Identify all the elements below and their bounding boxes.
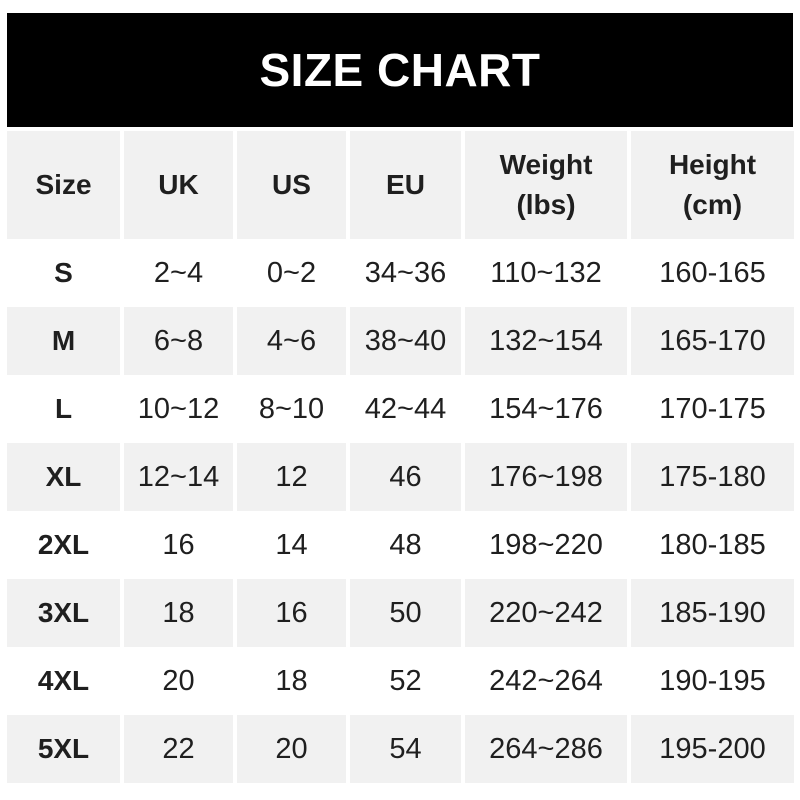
table-cell: 16 (237, 579, 346, 647)
table-cell: 198~220 (465, 511, 627, 579)
table-cell: 4~6 (237, 307, 346, 375)
table-cell: 160-165 (631, 239, 794, 307)
size-label-cell: XL (7, 443, 120, 511)
table-cell: 242~264 (465, 647, 627, 715)
table-cell: 195-200 (631, 715, 794, 783)
table-cell: 110~132 (465, 239, 627, 307)
table-cell: 46 (350, 443, 461, 511)
size-label-cell: S (7, 239, 120, 307)
table-row: 4XL 20 18 52 242~264 190-195 (7, 647, 794, 715)
table-cell: 42~44 (350, 375, 461, 443)
size-label-cell: 3XL (7, 579, 120, 647)
size-chart-banner: SIZE CHART (7, 13, 793, 127)
size-label-cell: 5XL (7, 715, 120, 783)
column-header: UK (124, 131, 233, 239)
table-cell: 8~10 (237, 375, 346, 443)
table-cell: 12~14 (124, 443, 233, 511)
column-header: EU (350, 131, 461, 239)
table-cell: 165-170 (631, 307, 794, 375)
column-header: US (237, 131, 346, 239)
size-label-cell: 4XL (7, 647, 120, 715)
size-label-cell: 2XL (7, 511, 120, 579)
table-cell: 264~286 (465, 715, 627, 783)
table-cell: 22 (124, 715, 233, 783)
table-cell: 12 (237, 443, 346, 511)
size-chart-table: Size UK US EU Weight (lbs) Height (cm) S 2~4 0~2… (7, 131, 794, 783)
table-row: XL 12~14 12 46 176~198 175-180 (7, 443, 794, 511)
table-cell: 220~242 (465, 579, 627, 647)
column-header: Weight (lbs) (465, 131, 627, 239)
table-cell: 180-185 (631, 511, 794, 579)
table-cell: 175-180 (631, 443, 794, 511)
table-cell: 20 (237, 715, 346, 783)
table-cell: 0~2 (237, 239, 346, 307)
table-cell: 34~36 (350, 239, 461, 307)
column-header: Height (cm) (631, 131, 794, 239)
table-row: 5XL 22 20 54 264~286 195-200 (7, 715, 794, 783)
table-cell: 54 (350, 715, 461, 783)
table-cell: 20 (124, 647, 233, 715)
table-cell: 16 (124, 511, 233, 579)
table-cell: 154~176 (465, 375, 627, 443)
table-cell: 185-190 (631, 579, 794, 647)
table-cell: 176~198 (465, 443, 627, 511)
table-row: S 2~4 0~2 34~36 110~132 160-165 (7, 239, 794, 307)
table-cell: 10~12 (124, 375, 233, 443)
table-cell: 38~40 (350, 307, 461, 375)
size-label-cell: L (7, 375, 120, 443)
table-cell: 52 (350, 647, 461, 715)
table-cell: 14 (237, 511, 346, 579)
page-title: SIZE CHART (259, 44, 541, 96)
table-cell: 190-195 (631, 647, 794, 715)
table-row: 2XL 16 14 48 198~220 180-185 (7, 511, 794, 579)
table-cell: 170-175 (631, 375, 794, 443)
size-label-cell: M (7, 307, 120, 375)
table-row: L 10~12 8~10 42~44 154~176 170-175 (7, 375, 794, 443)
table-cell: 50 (350, 579, 461, 647)
column-header: Size (7, 131, 120, 239)
table-header-row: Size UK US EU Weight (lbs) Height (cm) (7, 131, 794, 239)
table-cell: 18 (237, 647, 346, 715)
table-cell: 6~8 (124, 307, 233, 375)
table-row: 3XL 18 16 50 220~242 185-190 (7, 579, 794, 647)
table-row: M 6~8 4~6 38~40 132~154 165-170 (7, 307, 794, 375)
table-cell: 132~154 (465, 307, 627, 375)
table-cell: 18 (124, 579, 233, 647)
table-cell: 2~4 (124, 239, 233, 307)
table-cell: 48 (350, 511, 461, 579)
